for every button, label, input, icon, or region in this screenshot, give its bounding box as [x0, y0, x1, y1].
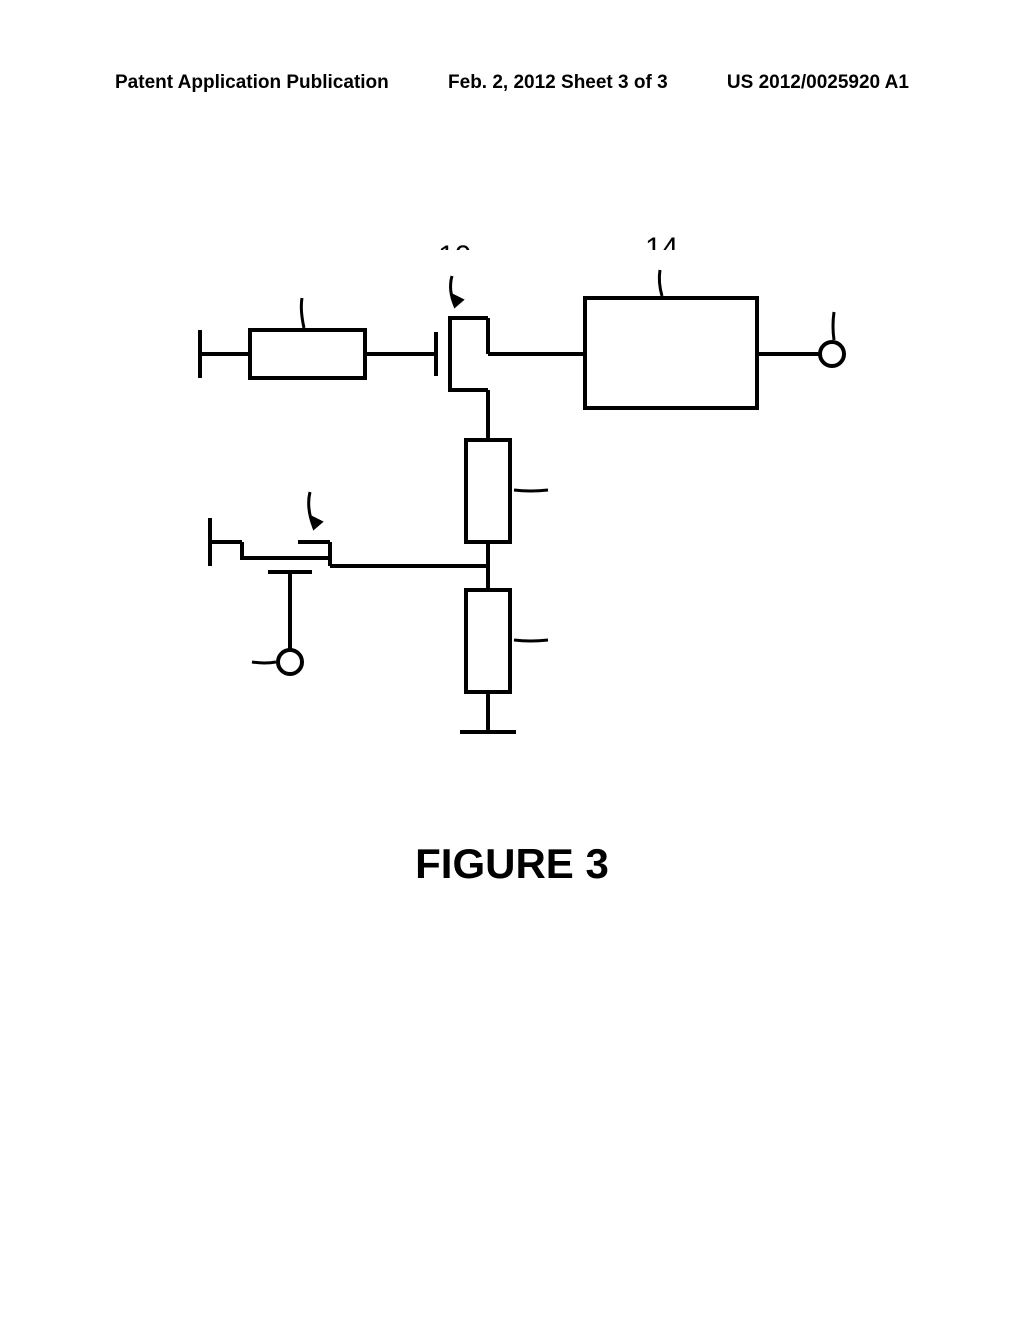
block-12a: [466, 440, 510, 542]
block-18: [250, 330, 365, 378]
header-center: Feb. 2, 2012 Sheet 3 of 3: [448, 72, 668, 94]
header-right: US 2012/0025920 A1: [727, 72, 909, 94]
page-header: Patent Application Publication Feb. 2, 2…: [0, 72, 1024, 94]
terminal-16: [820, 342, 844, 366]
header-left: Patent Application Publication: [115, 72, 389, 94]
figure-caption: FIGURE 3: [0, 840, 1024, 888]
terminal-22: [278, 650, 302, 674]
figure-container: 10 14 18 16 12a 12b 20 22 D G S S G: [0, 250, 1024, 850]
block-12b: [466, 590, 510, 692]
circuit-diagram-main: [180, 250, 880, 800]
block-14: [585, 298, 757, 408]
